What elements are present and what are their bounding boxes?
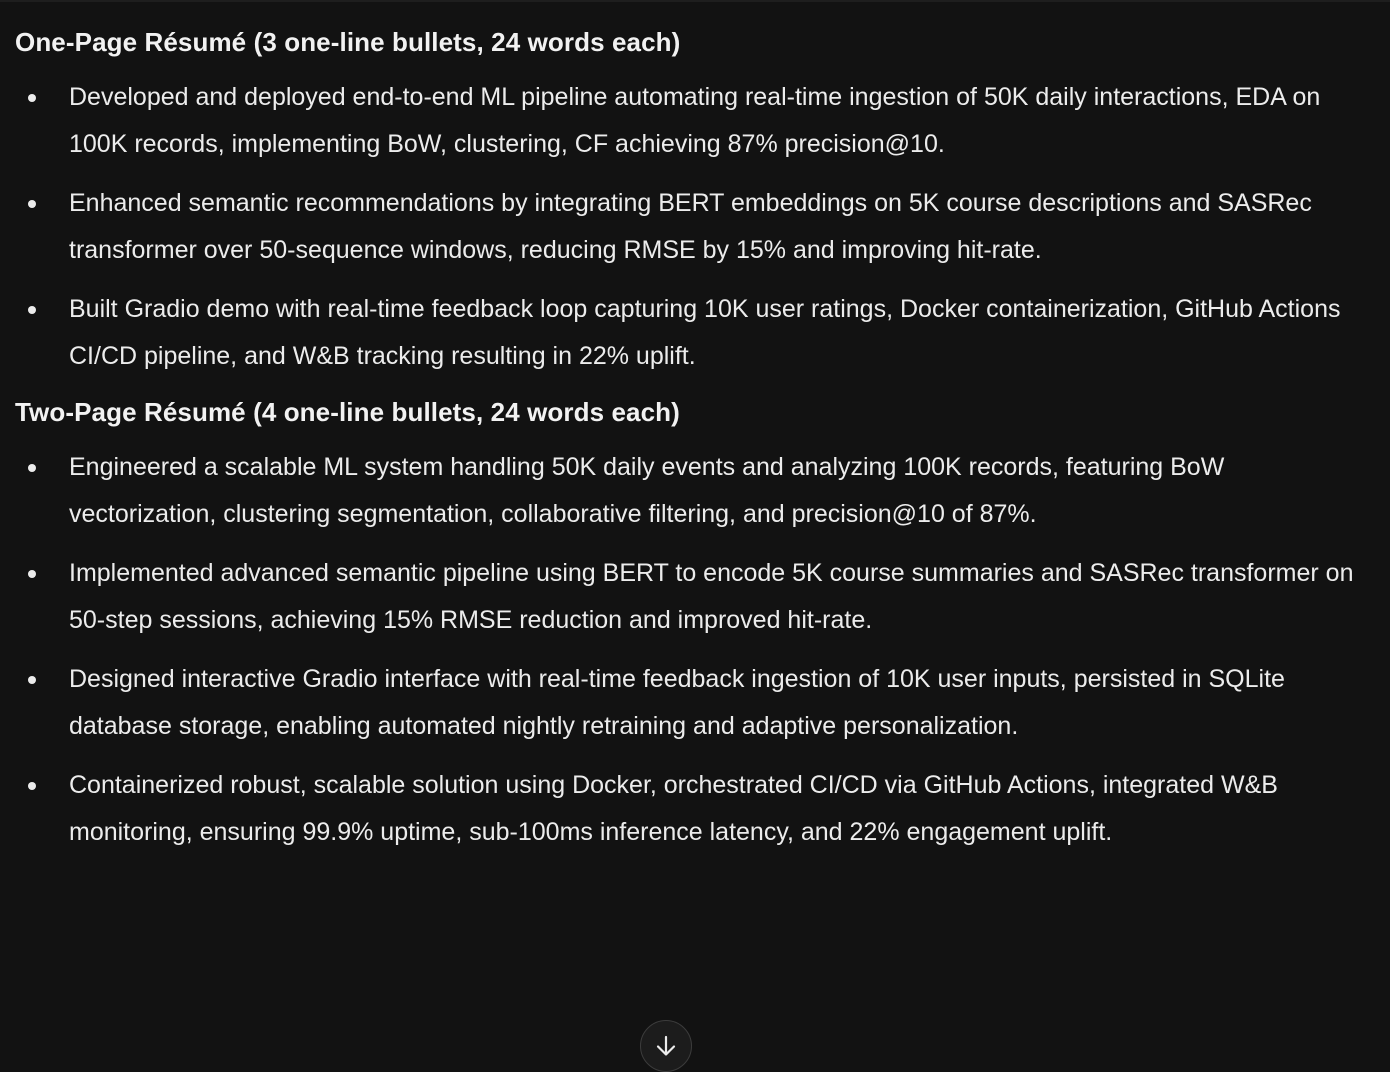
bullet-text: Enhanced semantic recommendations by int… [69, 189, 1312, 264]
list-item: Developed and deployed end-to-end ML pip… [15, 74, 1355, 168]
bullet-dot [28, 570, 36, 578]
section-two-page: Two-Page Résumé (4 one-line bullets, 24 … [15, 392, 1355, 856]
bullet-dot [28, 676, 36, 684]
bullet-text: Built Gradio demo with real-time feedbac… [69, 295, 1341, 370]
bullet-list: Developed and deployed end-to-end ML pip… [15, 74, 1355, 380]
bullet-dot [28, 94, 36, 102]
bullet-dot [28, 306, 36, 314]
section-heading: Two-Page Résumé (4 one-line bullets, 24 … [15, 397, 680, 427]
list-item: Enhanced semantic recommendations by int… [15, 180, 1355, 274]
list-item: Implemented advanced semantic pipeline u… [15, 550, 1355, 644]
bullet-dot [28, 464, 36, 472]
list-item: Designed interactive Gradio interface wi… [15, 656, 1355, 750]
scroll-to-bottom-button[interactable] [640, 1020, 692, 1072]
bullet-dot [28, 200, 36, 208]
bullet-text: Containerized robust, scalable solution … [69, 771, 1278, 846]
bullet-text: Developed and deployed end-to-end ML pip… [69, 83, 1321, 158]
top-divider [0, 0, 1390, 2]
message-content: One-Page Résumé (3 one-line bullets, 24 … [15, 22, 1355, 868]
list-item: Containerized robust, scalable solution … [15, 762, 1355, 856]
arrow-down-icon [656, 1035, 676, 1056]
bullet-list: Engineered a scalable ML system handling… [15, 444, 1355, 856]
section-one-page: One-Page Résumé (3 one-line bullets, 24 … [15, 22, 1355, 380]
bullet-text: Engineered a scalable ML system handling… [69, 453, 1225, 528]
bullet-text: Designed interactive Gradio interface wi… [69, 665, 1285, 740]
list-item: Built Gradio demo with real-time feedbac… [15, 286, 1355, 380]
bullet-dot [28, 782, 36, 790]
section-heading: One-Page Résumé (3 one-line bullets, 24 … [15, 27, 681, 57]
bullet-text: Implemented advanced semantic pipeline u… [69, 559, 1354, 634]
list-item: Engineered a scalable ML system handling… [15, 444, 1355, 538]
